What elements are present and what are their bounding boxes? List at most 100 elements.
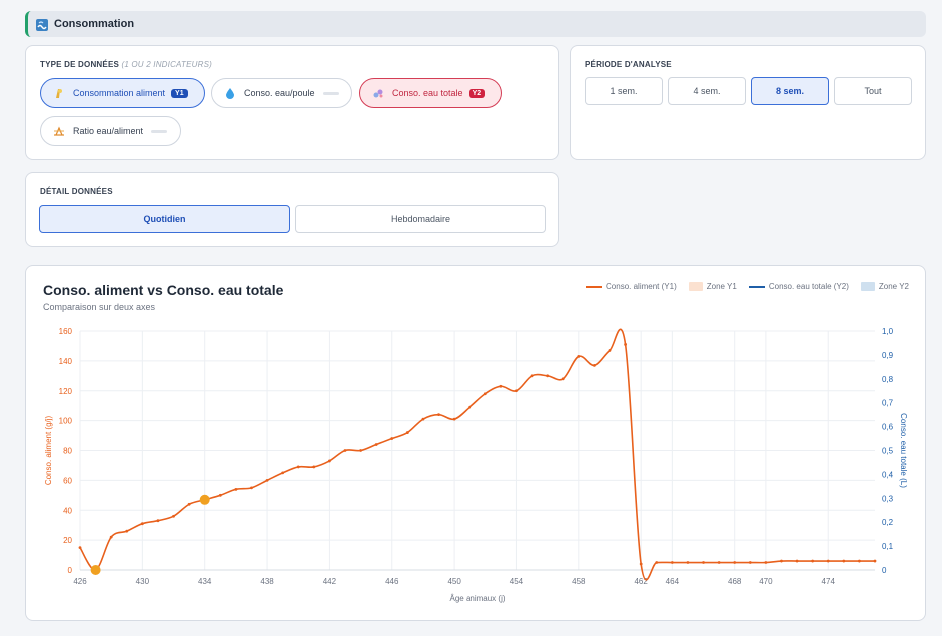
detail-quotidien-button[interactable]: Quotidien [39, 205, 290, 233]
ratio-icon [53, 125, 65, 137]
data-point [546, 374, 550, 378]
x-tick-label: 434 [198, 577, 212, 586]
legend-item-zone-y1[interactable]: Zone Y1 [688, 282, 737, 291]
data-type-card: TYPE DE DONNÉES (1 OU 2 INDICATEURS) Con… [25, 45, 559, 160]
legend-item-eau-totale[interactable]: Conso. eau totale (Y2) [748, 282, 849, 291]
x-axis-label: Âge animaux (j) [449, 594, 505, 603]
legend-item-zone-y2[interactable]: Zone Y2 [860, 282, 909, 291]
y-tick-label: 80 [63, 447, 72, 456]
y-tick-label: 120 [59, 387, 73, 396]
chart-plot: 0 20 40 60 80 100 120 140 160 0 0,1 0,2 0,3 0,4 0,5 0,6… [44, 327, 908, 603]
option-consommation-aliment[interactable]: Consommation aliment Y1 [40, 78, 205, 108]
data-point [437, 413, 440, 417]
chart-title: Conso. aliment vs Conso. eau totale [43, 282, 284, 298]
y-tick-label: 40 [63, 506, 72, 515]
detail-card: DÉTAIL DONNÉES Quotidien Hebdomadaire [25, 172, 559, 247]
option-conso-eau-totale[interactable]: Conso. eau totale Y2 [359, 78, 502, 108]
data-point [624, 343, 627, 346]
x-tick-label: 468 [728, 577, 742, 586]
legend-swatch [860, 282, 875, 291]
y-tick-label: 60 [63, 476, 72, 485]
data-point [733, 561, 737, 564]
data-point [218, 493, 222, 497]
x-tick-label: 458 [572, 577, 586, 586]
x-tick-label: 454 [510, 577, 524, 586]
legend-swatch [748, 285, 765, 288]
inactive-indicator [322, 91, 339, 95]
x-tick-label: 464 [666, 577, 680, 586]
data-point [234, 487, 238, 491]
data-point [296, 465, 300, 469]
section-header: Consommation [25, 11, 926, 37]
y-tick-label: 140 [59, 357, 73, 366]
water-total-icon [372, 87, 384, 99]
highlight-point [199, 494, 210, 505]
data-point [608, 349, 612, 352]
y2-tick-label: 0,6 [882, 423, 894, 432]
data-point [125, 529, 129, 533]
x-tick-label: 470 [759, 577, 773, 586]
data-type-title-text: TYPE DE DONNÉES [40, 60, 120, 69]
period-1-sem-button[interactable]: 1 sem. [585, 77, 663, 105]
legend-swatch [586, 285, 603, 288]
data-point [328, 459, 331, 463]
data-point [826, 559, 830, 563]
x-tick-label: 430 [136, 577, 150, 586]
data-point [764, 561, 768, 564]
x-tick-label: 450 [447, 577, 461, 586]
data-point [795, 559, 799, 563]
data-point [842, 559, 846, 563]
data-point [780, 559, 783, 563]
x-tick-label: 426 [73, 577, 87, 586]
inactive-indicator [151, 129, 168, 133]
y-tick-label: 100 [59, 417, 73, 426]
option-conso-eau-poule[interactable]: Conso. eau/poule [211, 78, 352, 108]
period-tout-button[interactable]: Tout [834, 77, 912, 105]
x-tick-label: 446 [385, 577, 399, 586]
series-line-aliment [79, 328, 875, 581]
detail-hebdomadaire-button[interactable]: Hebdomadaire [295, 205, 546, 233]
data-point [483, 392, 487, 396]
highlight-point [90, 565, 101, 575]
data-point [811, 559, 815, 563]
data-point [156, 519, 160, 523]
data-point [717, 561, 721, 564]
period-card: PÉRIODE D'ANALYSE 1 sem. 4 sem. 8 sem. T… [570, 45, 926, 160]
option-ratio-eau-aliment[interactable]: Ratio eau/aliment [40, 116, 181, 146]
water-wave-icon [36, 18, 48, 31]
y2-axis-label: Conso. eau totale (L) [899, 413, 908, 488]
data-point [452, 417, 456, 421]
y2-tick-label: 0,8 [882, 375, 894, 384]
y2-tick-label: 0,7 [882, 399, 894, 408]
data-point [187, 502, 191, 506]
legend-swatch [688, 282, 703, 291]
legend-item-aliment[interactable]: Conso. aliment (Y1) [586, 282, 677, 291]
y2-tick-label: 0,5 [882, 447, 894, 456]
data-point [530, 374, 534, 378]
data-point [359, 449, 362, 452]
data-point [421, 417, 425, 421]
data-point [873, 559, 877, 563]
data-point [140, 522, 144, 526]
data-point [405, 431, 409, 434]
chart-card: Conso. aliment vs Conso. eau totale Comp… [25, 265, 926, 621]
y2-tick-label: 1,0 [882, 327, 894, 336]
data-point [515, 389, 518, 393]
data-point [670, 561, 674, 564]
data-point [343, 449, 347, 452]
period-8-sem-button[interactable]: 8 sem. [751, 77, 829, 105]
x-tick-label: 474 [822, 577, 836, 586]
y2-tick-label: 0,9 [882, 351, 894, 360]
data-point [172, 514, 175, 518]
y-axis-label: Conso. aliment (g/j) [44, 415, 53, 485]
y-tick-label: 160 [59, 327, 73, 336]
water-drop-icon [224, 87, 236, 99]
data-point [312, 465, 316, 469]
y-tick-label: 20 [63, 536, 72, 545]
period-4-sem-button[interactable]: 4 sem. [668, 77, 746, 105]
option-label: Ratio eau/aliment [73, 126, 144, 136]
data-point [748, 561, 752, 564]
chart-legend: Conso. aliment (Y1) Zone Y1 Conso. eau t… [574, 282, 909, 291]
data-type-title: TYPE DE DONNÉES (1 OU 2 INDICATEURS) [40, 60, 212, 69]
y2-tick-label: 0,1 [882, 542, 894, 551]
